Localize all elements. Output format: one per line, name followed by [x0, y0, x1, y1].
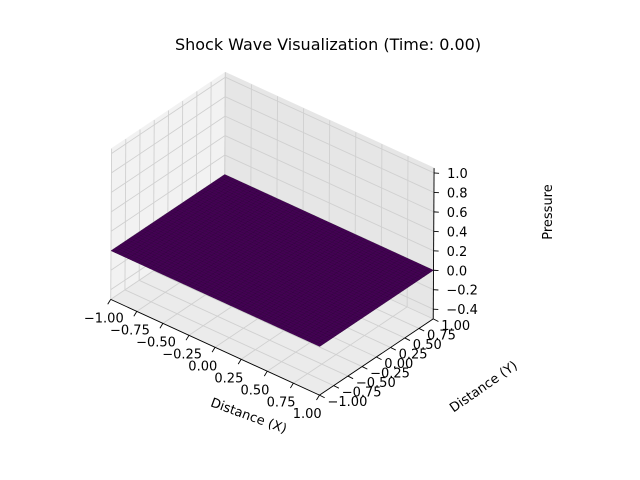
z-tick-label: −0.2 — [446, 284, 478, 299]
y-axis-line — [319, 318, 434, 396]
gridline-z-back — [225, 76, 435, 174]
z-axis-line — [432, 168, 435, 319]
gridline-y-floor — [124, 289, 334, 387]
y-tick-label: −1.00 — [328, 395, 368, 410]
z-tick-label: 0.6 — [447, 206, 468, 221]
y-tick — [390, 347, 396, 351]
gridline-y-floor — [138, 279, 349, 377]
y-tick — [361, 366, 368, 370]
gridline-z-side — [111, 96, 226, 174]
x-tick-label: −1.00 — [84, 312, 124, 327]
x-tick — [263, 370, 268, 377]
x-tick — [107, 299, 112, 305]
x-tick-label: −0.50 — [136, 335, 176, 350]
gridline-z-back — [224, 135, 434, 232]
y-tick-label: 1.00 — [441, 319, 470, 334]
x-tick — [133, 311, 138, 317]
z-tick-label: −0.4 — [446, 303, 478, 318]
x-tick-label: 1.00 — [293, 407, 322, 422]
y-tick — [433, 318, 439, 322]
y-tick-label: −0.25 — [370, 367, 410, 382]
y-tick — [404, 337, 411, 341]
x-tick — [316, 394, 320, 401]
y-tick — [376, 356, 382, 361]
gridline-y-side — [124, 139, 127, 290]
y-tick-label: −0.75 — [342, 386, 382, 401]
gridline-z-back — [224, 115, 435, 213]
y-tick — [418, 328, 425, 332]
z-axis-label: Pressure — [541, 184, 556, 240]
x-tick-label: 0.25 — [214, 371, 243, 386]
z-tick-label: 0.2 — [447, 245, 468, 260]
surface-plot — [110, 174, 434, 347]
x-tick-label: 0.75 — [267, 395, 296, 410]
gridline-y-side — [110, 148, 113, 300]
x-tick — [159, 323, 164, 329]
y-tick-label: 0.00 — [384, 357, 413, 372]
y-tick-label: 0.50 — [413, 338, 442, 353]
x-tick — [237, 358, 242, 365]
y-tick — [347, 375, 354, 380]
gridline-z-back — [224, 154, 434, 252]
y-tick-label: −0.50 — [356, 376, 396, 391]
z-tick-label: 0.0 — [447, 264, 468, 279]
x-tick — [211, 347, 216, 353]
chart-title: Shock Wave Visualization (Time: 0.00) — [175, 35, 481, 54]
gridline-z-side — [111, 76, 226, 154]
x-tick-label: 0.00 — [188, 359, 217, 374]
y-tick-label: 0.75 — [427, 328, 456, 343]
x-tick-label: −0.25 — [162, 347, 202, 362]
x-tick-label: −0.75 — [110, 323, 150, 338]
axes-ticks: −1.00−0.75−0.50−0.250.000.250.500.751.00… — [84, 167, 478, 422]
gridline-z-side — [110, 135, 226, 213]
x-tick — [185, 335, 190, 341]
z-tick-label: 0.4 — [447, 225, 468, 240]
gridline-z-side — [110, 154, 226, 232]
x-tick-label: 0.50 — [241, 383, 270, 398]
x-tick — [289, 382, 294, 389]
gridline-z-back — [225, 96, 435, 193]
z-tick-label: 1.0 — [447, 167, 468, 182]
y-tick-label: 0.25 — [399, 348, 428, 363]
y-tick — [319, 394, 325, 399]
z-tick-label: 0.8 — [447, 186, 468, 201]
gridline-y-floor — [153, 270, 363, 367]
y-tick — [333, 385, 340, 389]
gridline-z-side — [111, 115, 226, 193]
